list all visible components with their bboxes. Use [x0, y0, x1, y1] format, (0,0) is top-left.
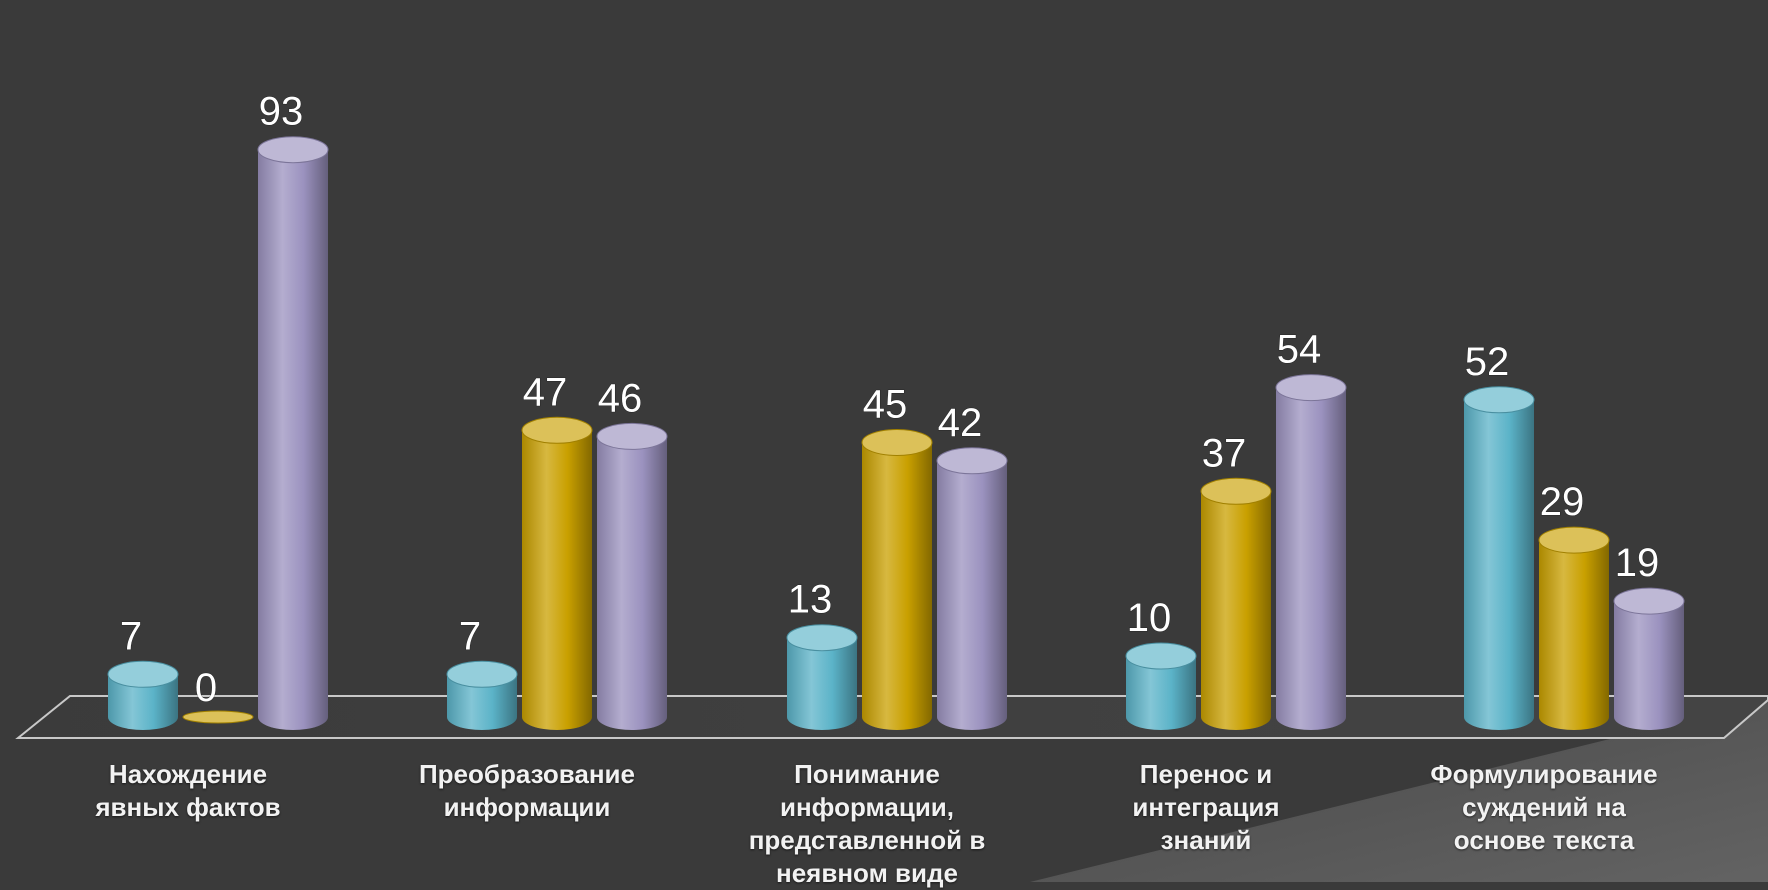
- bar-top: [1276, 375, 1346, 401]
- bar-top: [1539, 527, 1609, 553]
- bar: [937, 448, 1007, 730]
- data-label: 0: [195, 666, 217, 710]
- bar-top: [258, 137, 328, 163]
- bar: [1614, 588, 1684, 730]
- bar: [258, 137, 328, 730]
- category-label: Нахождение явных фактов: [38, 758, 338, 824]
- category-label: Формулирование суждений на основе текста: [1394, 758, 1694, 857]
- bar: [522, 417, 592, 730]
- data-label: 47: [523, 370, 568, 414]
- data-label: 93: [259, 90, 304, 134]
- bar-body: [937, 461, 1007, 730]
- bar-body: [522, 430, 592, 730]
- bar-body: [1464, 400, 1534, 730]
- bar: [597, 423, 667, 730]
- bar-body: [258, 150, 328, 730]
- data-label: 42: [938, 401, 983, 445]
- data-label: 7: [459, 614, 481, 658]
- bar: [183, 711, 253, 723]
- bar-top: [862, 430, 932, 456]
- bar-body: [1539, 540, 1609, 730]
- bar: [1201, 478, 1271, 730]
- bar-top: [183, 711, 253, 723]
- bar-body: [787, 638, 857, 730]
- bar: [787, 625, 857, 730]
- category-label: Понимание информации, представленной в н…: [717, 758, 1017, 890]
- bar-top: [1126, 643, 1196, 669]
- bar-top: [447, 661, 517, 687]
- bar: [1276, 375, 1346, 730]
- bar: [1464, 387, 1534, 730]
- data-label: 45: [863, 383, 908, 427]
- bar: [1126, 643, 1196, 730]
- bar-top: [1201, 478, 1271, 504]
- data-label: 10: [1127, 596, 1172, 640]
- category-label: Преобразование информации: [377, 758, 677, 824]
- data-label: 52: [1465, 340, 1510, 384]
- bar-body: [1276, 388, 1346, 730]
- bar: [108, 661, 178, 730]
- bar-top: [937, 448, 1007, 474]
- data-label: 7: [120, 614, 142, 658]
- bar-body: [1201, 491, 1271, 730]
- bar-top: [522, 417, 592, 443]
- bar-body: [1614, 601, 1684, 730]
- bar-body: [597, 436, 667, 730]
- bar: [1539, 527, 1609, 730]
- bars-layer: [108, 137, 1684, 730]
- bar-top: [787, 625, 857, 651]
- bar-top: [1464, 387, 1534, 413]
- bar-body: [862, 443, 932, 731]
- data-label: 46: [598, 376, 643, 420]
- category-label: Перенос и интеграция знаний: [1056, 758, 1356, 857]
- data-label: 19: [1615, 541, 1660, 585]
- data-label: 54: [1277, 328, 1322, 372]
- bar: [447, 661, 517, 730]
- data-label: 13: [788, 578, 833, 622]
- bar: [862, 430, 932, 731]
- data-label: 29: [1540, 480, 1585, 524]
- bar-top: [1614, 588, 1684, 614]
- bar-top: [597, 423, 667, 449]
- data-label: 37: [1202, 431, 1247, 475]
- bar-top: [108, 661, 178, 687]
